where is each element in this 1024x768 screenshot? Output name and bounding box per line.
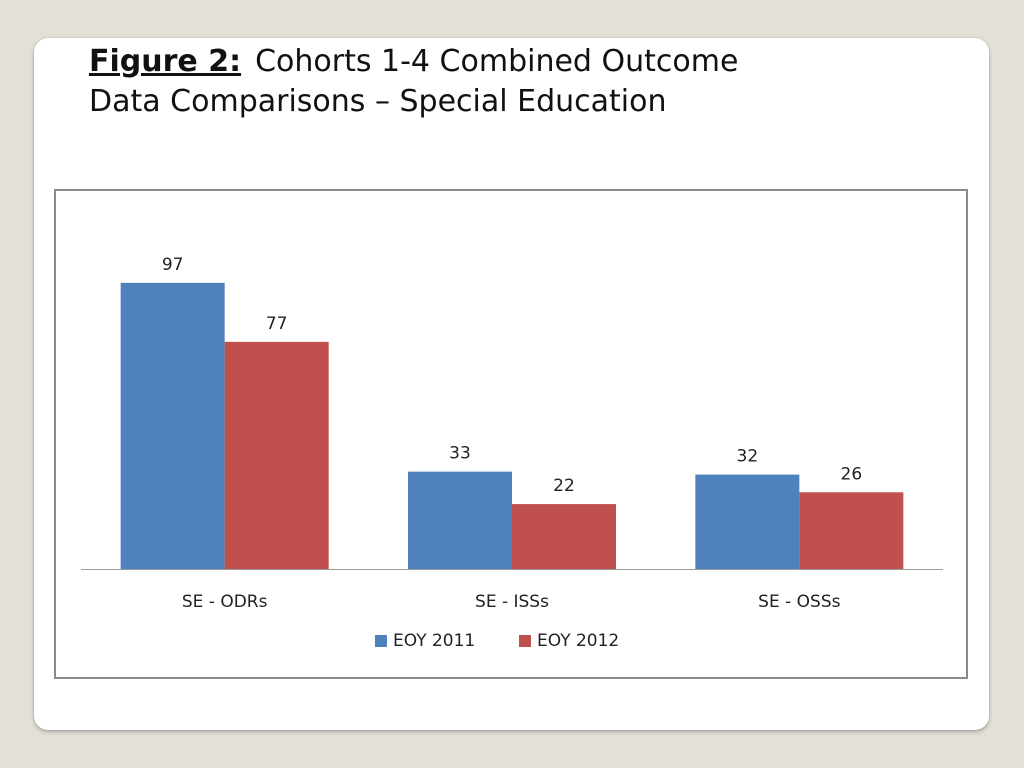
bar-chart: 97 77 SE - ODRs 33 22 SE - ISSs 32 26 SE - OSSs E… — [81, 255, 943, 651]
title-line-1: Cohorts 1-4 Combined Outcome — [255, 44, 739, 79]
data-label: 32 — [737, 447, 759, 467]
title-line-2: Data Comparisons – Special Education — [89, 84, 667, 119]
slide-title: Figure 2: Cohorts 1-4 Combined Outcome Da… — [89, 42, 909, 122]
bar-eoy-2012-3 — [799, 492, 904, 569]
legend-swatch — [375, 635, 387, 647]
bar-eoy-2011-2 — [408, 471, 512, 569]
data-label: 22 — [553, 476, 575, 496]
data-label: 26 — [841, 464, 863, 484]
legend-item: EOY 2011 — [375, 631, 475, 651]
legend-label: EOY 2011 — [393, 631, 475, 651]
category-label: SE - ISSs — [475, 592, 549, 612]
data-label: 77 — [266, 314, 288, 334]
data-label: 33 — [449, 444, 471, 464]
bar-eoy-2012-2 — [512, 504, 616, 569]
slide: Figure 2: Cohorts 1-4 Combined Outcome Da… — [34, 38, 989, 730]
bar-eoy-2012-1 — [224, 341, 329, 569]
figure-label: Figure 2: — [89, 44, 242, 79]
legend-swatch — [519, 635, 531, 647]
category-label: SE - ODRs — [182, 592, 268, 612]
chart-frame: 97 77 SE - ODRs 33 22 SE - ISSs 32 26 SE - OSSs E… — [54, 189, 968, 679]
bar-eoy-2011-3 — [695, 474, 800, 569]
bar-eoy-2011-1 — [120, 282, 225, 569]
category-label: SE - OSSs — [758, 592, 840, 612]
legend-item: EOY 2012 — [519, 631, 619, 651]
data-label: 97 — [162, 255, 184, 275]
legend-label: EOY 2012 — [537, 631, 619, 651]
